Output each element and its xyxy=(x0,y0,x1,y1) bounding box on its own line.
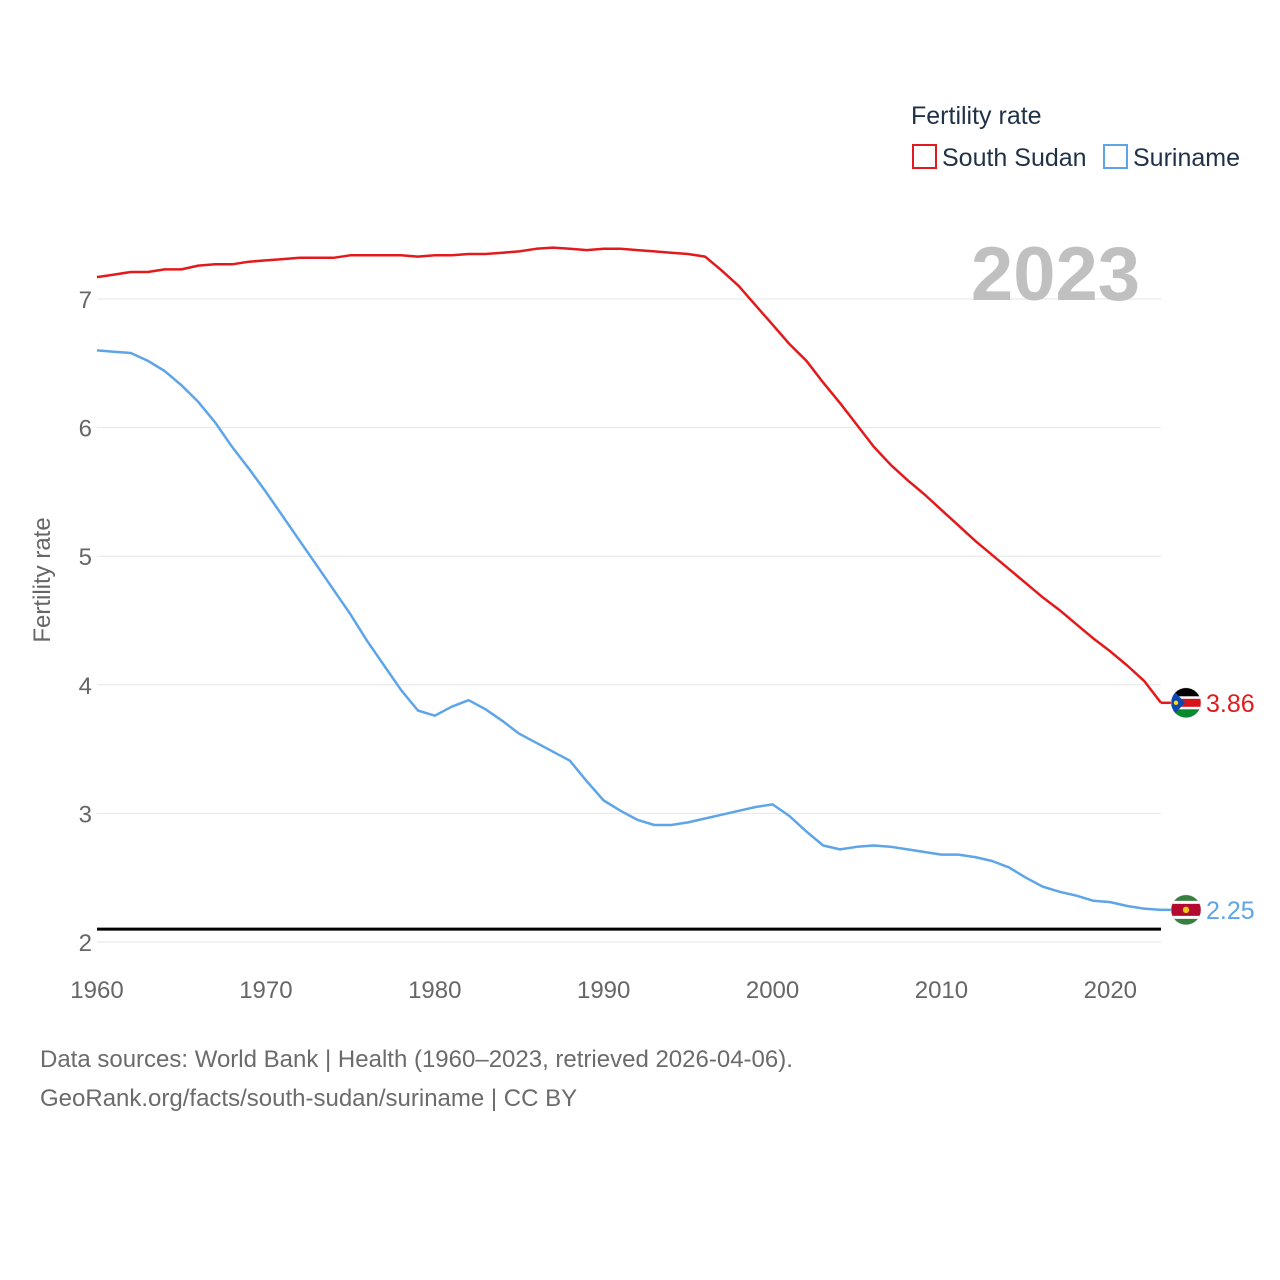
x-tick-label: 1980 xyxy=(408,977,461,1004)
series-line-south-sudan xyxy=(96,246,1162,704)
end-value-label: 3.86 xyxy=(1206,690,1255,718)
x-tick-label: 1970 xyxy=(239,977,292,1004)
legend-label: South Sudan xyxy=(942,144,1087,172)
attribution-link[interactable]: GeoRank.org/facts/south-sudan/suriname |… xyxy=(40,1085,578,1112)
data-source-text: Data sources: World Bank | Health (1960–… xyxy=(40,1046,793,1073)
x-tick-label: 2000 xyxy=(746,977,799,1004)
y-tick-label: 7 xyxy=(79,287,92,314)
legend-swatch xyxy=(912,144,937,169)
legend-item-suriname[interactable]: Suriname xyxy=(1103,144,1240,172)
y-tick-label: 2 xyxy=(79,930,92,957)
south-sudan-flag-icon xyxy=(1170,687,1202,719)
x-tick-label: 2020 xyxy=(1084,977,1137,1004)
x-tick-label: 1960 xyxy=(70,977,123,1004)
y-tick-label: 5 xyxy=(79,544,92,571)
series-line-suriname xyxy=(96,349,1162,912)
x-tick-label: 1990 xyxy=(577,977,630,1004)
suriname-flag-icon xyxy=(1170,894,1202,926)
y-tick-label: 4 xyxy=(79,673,92,700)
current-year-label: 2023 xyxy=(971,232,1140,317)
y-tick-label: 3 xyxy=(79,801,92,828)
y-axis-label: Fertility rate xyxy=(29,517,56,642)
legend-title: Fertility rate xyxy=(911,102,1042,130)
legend-item-south-sudan[interactable]: South Sudan xyxy=(912,144,1087,172)
end-value-label: 2.25 xyxy=(1206,897,1255,925)
legend-swatch xyxy=(1103,144,1128,169)
y-tick-label: 6 xyxy=(79,416,92,443)
legend-label: Suriname xyxy=(1133,144,1240,172)
x-tick-label: 2010 xyxy=(915,977,968,1004)
